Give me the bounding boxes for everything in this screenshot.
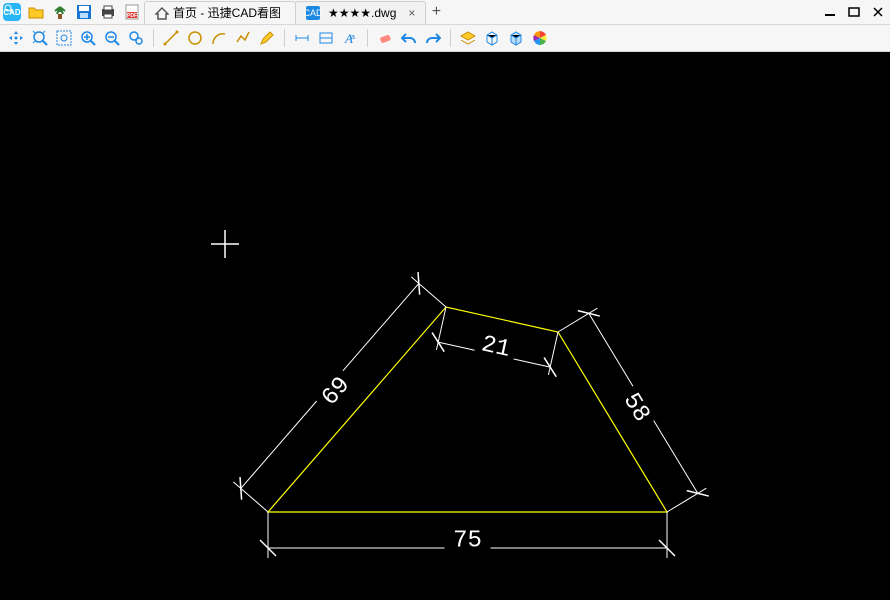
window-controls	[818, 2, 890, 22]
svg-text:PDF: PDF	[127, 13, 137, 19]
app-logo-icon[interactable]: CAD	[1, 1, 23, 23]
erase-icon[interactable]	[374, 27, 396, 49]
zoom-extent-icon[interactable]	[29, 27, 51, 49]
tab-strip: 首页 - 迅捷CAD看图 CAD ★★★★.dwg × +	[144, 0, 818, 24]
undo-icon[interactable]	[398, 27, 420, 49]
svg-text:75: 75	[453, 527, 482, 554]
drawing-canvas[interactable]: 75 69 58 21	[0, 52, 890, 600]
pdf-icon[interactable]: PDF	[121, 1, 143, 23]
zoom-window-icon[interactable]	[53, 27, 75, 49]
home-icon	[155, 6, 169, 20]
box-icon[interactable]	[481, 27, 503, 49]
separator	[367, 29, 368, 47]
measure-area-icon[interactable]	[315, 27, 337, 49]
save-icon[interactable]	[73, 1, 95, 23]
print-icon[interactable]	[97, 1, 119, 23]
open-folder-icon[interactable]	[25, 1, 47, 23]
line-icon[interactable]	[160, 27, 182, 49]
palm-icon[interactable]	[49, 1, 71, 23]
maximize-button[interactable]	[842, 2, 866, 22]
measure-dist-icon[interactable]	[291, 27, 313, 49]
pan-icon[interactable]	[5, 27, 27, 49]
tab-home[interactable]: 首页 - 迅捷CAD看图	[144, 1, 296, 24]
drawing-svg: 75 69 58 21	[0, 52, 890, 600]
zoom-in-icon[interactable]	[77, 27, 99, 49]
new-tab-button[interactable]: +	[425, 1, 447, 23]
separator	[153, 29, 154, 47]
svg-text:21: 21	[479, 331, 513, 364]
tab-close-icon[interactable]: ×	[408, 6, 415, 20]
tab-home-label: 首页 - 迅捷CAD看图	[173, 4, 281, 21]
arc-icon[interactable]	[208, 27, 230, 49]
tab-file-label: ★★★★.dwg	[328, 6, 396, 20]
svg-text:58: 58	[617, 389, 655, 428]
edit-icon[interactable]	[256, 27, 278, 49]
minimize-button[interactable]	[818, 2, 842, 22]
svg-text:a: a	[351, 34, 355, 41]
zoom-out-icon[interactable]	[101, 27, 123, 49]
cad-badge-icon: CAD	[306, 6, 320, 20]
layers-icon[interactable]	[457, 27, 479, 49]
text-icon[interactable]: Aa	[339, 27, 361, 49]
separator	[450, 29, 451, 47]
redo-icon[interactable]	[422, 27, 444, 49]
polyline-icon[interactable]	[232, 27, 254, 49]
circle-icon[interactable]	[184, 27, 206, 49]
cube-icon[interactable]	[505, 27, 527, 49]
close-button[interactable]	[866, 2, 890, 22]
titlebar: CAD PDF 首页 - 迅捷CAD看图 CAD ★★★★.dwg × +	[0, 0, 890, 25]
tab-file[interactable]: CAD ★★★★.dwg ×	[295, 1, 426, 24]
color-wheel-icon[interactable]	[529, 27, 551, 49]
svg-text:69: 69	[317, 372, 356, 411]
toolbar: Aa	[0, 25, 890, 52]
separator	[284, 29, 285, 47]
zoom-realtime-icon[interactable]	[125, 27, 147, 49]
